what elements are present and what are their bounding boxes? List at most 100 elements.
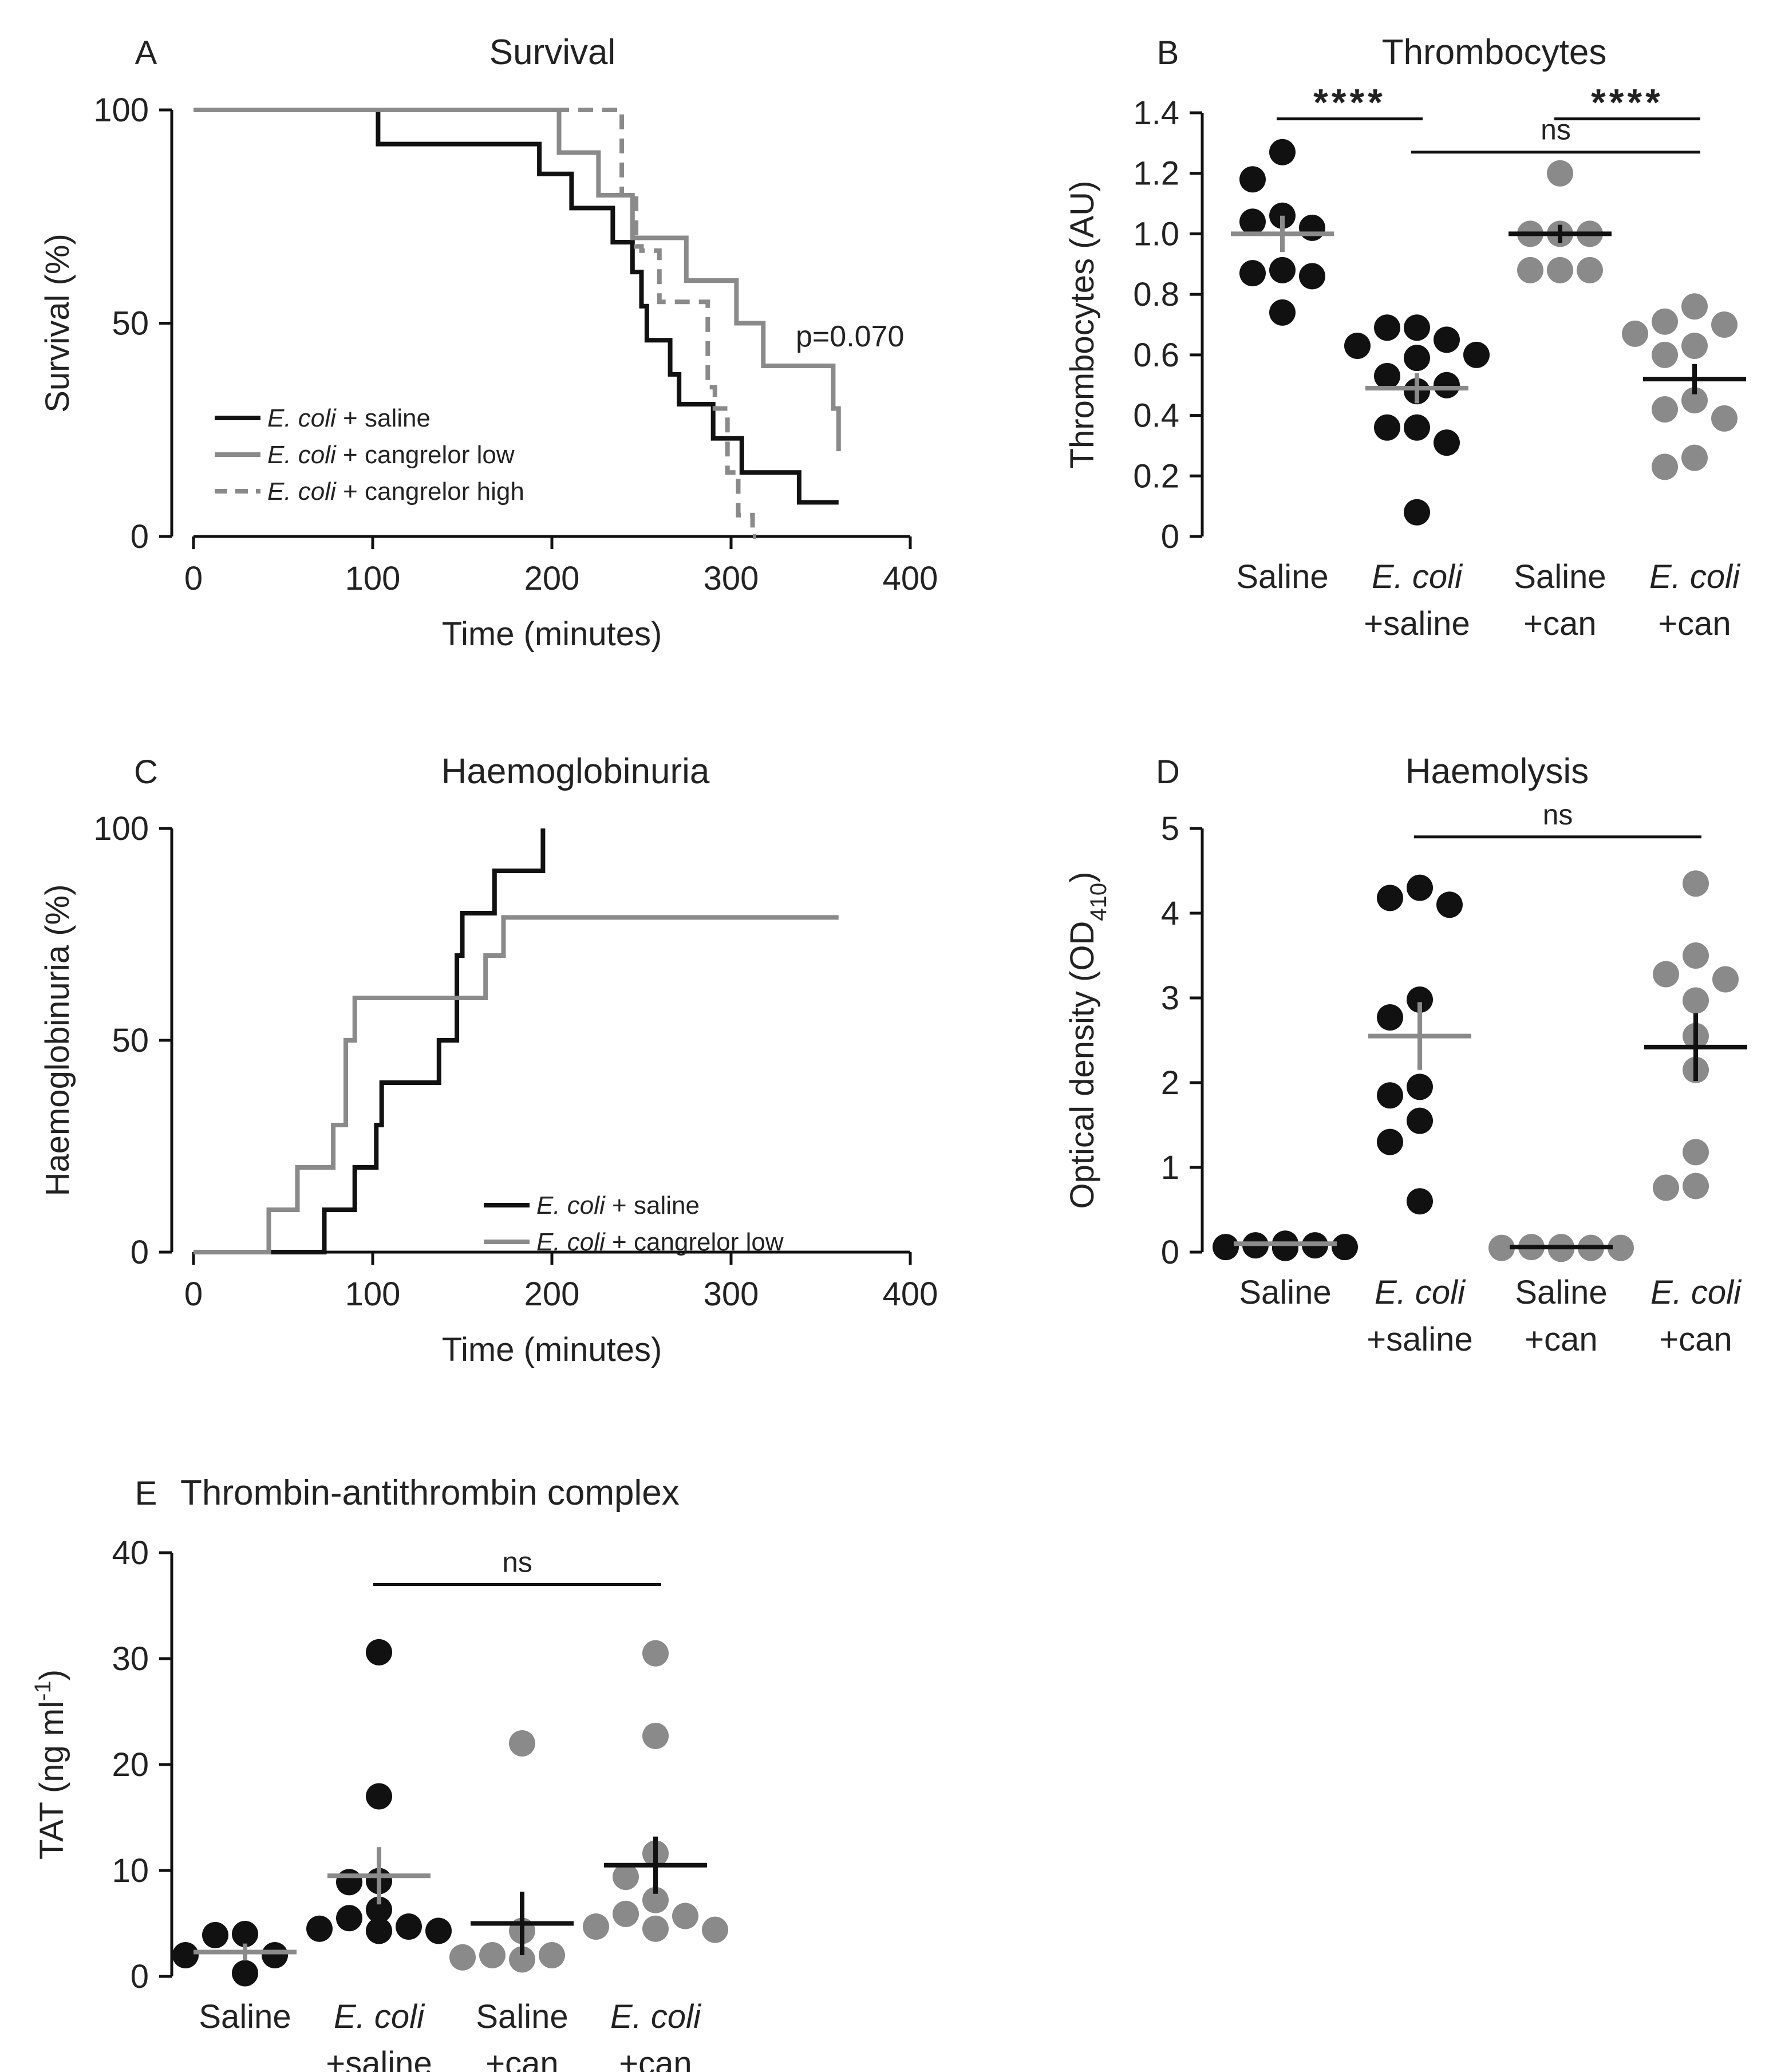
panel-B-group-1-point <box>1269 299 1296 326</box>
panel-B-group-4-point <box>1652 453 1678 480</box>
panel-B-comparison-label-1: **** <box>1313 81 1386 124</box>
panel-E-group-2-point <box>366 1917 392 1944</box>
panel-B-group-4-point <box>1711 311 1738 338</box>
panel-D-category-label-4: E. coli <box>1650 1274 1742 1311</box>
panel-A-y-tick-label: 100 <box>93 92 149 129</box>
panel-E-group-4-point <box>613 1864 639 1891</box>
panel-E-group-4-point <box>642 1915 669 1942</box>
panel-C-title: Haemoglobinuria <box>441 752 710 791</box>
panel-B-group-4-point <box>1652 341 1678 368</box>
panel-B-group-1-point <box>1269 256 1296 283</box>
panel-C-letter: C <box>134 753 158 791</box>
panel-A-x-tick-label: 400 <box>883 560 938 597</box>
panel-E-y-tick-label: 40 <box>112 1534 149 1572</box>
panel-E-group-2-point <box>336 1905 362 1932</box>
panel-A-legend-label-3: E. coli + cangrelor high <box>267 477 524 506</box>
panel-A-x-label: Time (minutes) <box>442 615 662 653</box>
panel-E-group-2-point <box>396 1913 422 1940</box>
panel-D-y-tick-label: 3 <box>1161 980 1179 1017</box>
panel-D-group-2-point <box>1407 986 1433 1013</box>
panel-B-y-tick-label: 0.2 <box>1133 457 1179 495</box>
panel-D-group-4-point <box>1683 870 1709 897</box>
panel-B-group-4-point <box>1681 293 1708 320</box>
panel-B-y-label: Thrombocytes (AU) <box>1064 181 1101 469</box>
panel-B-comparison-label-3: **** <box>1591 81 1664 124</box>
panel-D-category-label-3-line2: +can <box>1525 1321 1597 1358</box>
panel-D-group-4-point <box>1653 1174 1679 1201</box>
panel-A-legend-label-2: E. coli + cangrelor low <box>267 441 515 469</box>
panel-C: 0 50 100 0 100 200 300 400 Time (minutes) Haemogl… <box>39 810 938 1368</box>
panel-E-group-4-point <box>583 1913 609 1940</box>
panel-B-y-tick-label: 0.8 <box>1133 276 1179 313</box>
panel-C-series-2-line <box>194 915 839 1254</box>
panel-C-x-label: Time (minutes) <box>442 1331 662 1368</box>
panel-D-group-3-point <box>1608 1234 1634 1261</box>
panel-E-category-label-4: E. coli <box>610 1998 702 2035</box>
panel-B-group-3-point <box>1547 256 1573 283</box>
panel-E-group-1-point <box>232 1960 258 1987</box>
panel-A-legend-label-1: E. coli + saline <box>267 404 431 432</box>
panel-E-group-4-point <box>642 1886 669 1913</box>
panel-C-y-tick-label: 50 <box>112 1022 149 1059</box>
panel-B-group-2-point <box>1434 429 1460 456</box>
panel-B-group-4-point <box>1652 308 1678 335</box>
panel-E-group-4-point <box>642 1640 669 1667</box>
panel-E-y-tick-label: 30 <box>112 1640 149 1678</box>
panel-D-group-4-point <box>1683 1173 1709 1199</box>
panel-D-y-tick-label: 2 <box>1161 1064 1179 1102</box>
panel-D-group-2-point <box>1407 1107 1433 1134</box>
panel-E-comparison-label-1: ns <box>502 1546 532 1578</box>
panel-E-group-2-point <box>366 1783 392 1810</box>
panel-E-letter: E <box>135 1475 157 1512</box>
panel-D-group-3-point <box>1488 1234 1515 1261</box>
panel-B-y-tick-label: 0 <box>1161 518 1179 555</box>
panel-D-comparison-label-1: ns <box>1543 799 1573 831</box>
panel-B-group-2-point <box>1463 341 1490 368</box>
panel-B-group-2-point <box>1404 499 1430 526</box>
panel-D-y-tick-label: 1 <box>1161 1149 1179 1186</box>
panel-E: 0 10 20 30 40 TAT (ng ml-1) Saline E. coli +sali… <box>30 1534 728 2072</box>
panel-C-y-tick-label: 100 <box>93 810 149 847</box>
panel-D-group-4-point <box>1683 1139 1709 1166</box>
panel-A-letter: A <box>135 34 157 72</box>
panel-D-group-1-point <box>1213 1234 1239 1261</box>
panel-B-group-1-point <box>1239 260 1266 287</box>
panel-B-group-3-point <box>1547 160 1573 187</box>
panel-E-group-1-point <box>232 1921 258 1947</box>
panel-C-y-label: Haemoglobinuria (%) <box>39 885 76 1197</box>
panel-E-group-2-point <box>366 1639 392 1666</box>
panel-D-group-2-point <box>1407 874 1433 901</box>
panel-C-y-tick-label: 0 <box>131 1234 149 1271</box>
panel-E-y-tick-label: 0 <box>131 1958 149 1995</box>
panel-E-group-4-point <box>672 1903 698 1929</box>
panel-A-series-1-line <box>194 108 839 505</box>
panel-B-category-label-3-line2: +can <box>1523 605 1596 642</box>
panel-B-group-4-point <box>1652 396 1678 423</box>
panel-D-group-4-point <box>1683 942 1709 969</box>
panel-B-group-2-point <box>1404 345 1430 372</box>
panel-A-y-tick-label: 0 <box>131 518 149 555</box>
panel-D-group-1-point <box>1332 1234 1358 1261</box>
panel-E-group-4-point <box>642 1723 669 1750</box>
panel-B-category-label-2: E. coli <box>1372 558 1463 595</box>
panel-B-group-1-point <box>1299 214 1325 241</box>
panel-B-category-label-4-line2: +can <box>1658 605 1731 642</box>
panel-B-group-3-point <box>1517 256 1543 283</box>
panel-E-category-label-2-line2: +saline <box>326 2045 432 2072</box>
panel-E-category-label-4-line2: +can <box>619 2045 692 2072</box>
panel-A-y-label: Survival (%) <box>39 234 76 413</box>
panel-A-series-3-line <box>194 108 756 539</box>
panel-E-group-3-point <box>449 1944 476 1971</box>
panel-E-group-3-point <box>479 1942 506 1968</box>
panel-E-y-label: TAT (ng ml-1) <box>30 1670 70 1860</box>
panel-E-group-4-point <box>613 1900 639 1927</box>
panel-A-series-2-line <box>194 108 841 451</box>
panel-B-group-4-point <box>1622 320 1648 347</box>
panel-B-group-2-point <box>1404 414 1430 441</box>
panel-D-group-1-point <box>1272 1234 1298 1261</box>
panel-C-legend-label-2: E. coli + cangrelor low <box>536 1228 784 1256</box>
panel-E-category-label-3-line2: +can <box>485 2045 558 2072</box>
panel-D-group-2-point <box>1436 891 1463 918</box>
panel-B-title: Thrombocytes <box>1382 33 1607 72</box>
panel-E-group-3-point <box>509 1730 535 1757</box>
